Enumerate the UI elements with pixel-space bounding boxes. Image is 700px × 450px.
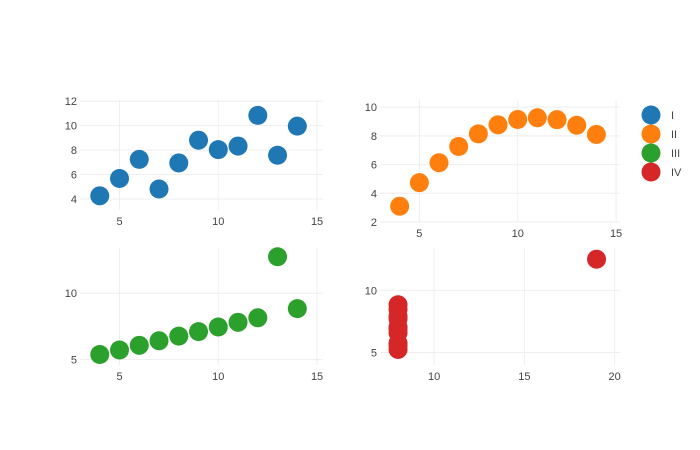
data-point — [228, 136, 248, 156]
y-tick-label: 10 — [65, 288, 77, 300]
data-point — [547, 110, 567, 130]
data-point — [149, 179, 169, 199]
data-point — [110, 340, 130, 360]
data-point — [248, 105, 268, 125]
data-point — [228, 312, 248, 332]
data-point — [527, 108, 547, 128]
data-point — [287, 116, 307, 136]
subplot-III: 5 10 15 5 10 — [65, 247, 323, 383]
data-point — [129, 149, 149, 169]
data-point — [429, 153, 449, 173]
data-point — [208, 140, 228, 160]
data-point — [587, 249, 607, 269]
data-point — [567, 115, 587, 135]
y-tick-label: 6 — [71, 170, 77, 182]
data-point — [268, 247, 288, 267]
data-point — [169, 326, 189, 346]
data-point — [468, 124, 488, 144]
data-point — [488, 115, 508, 135]
data-point — [110, 168, 130, 188]
data-point — [268, 145, 288, 165]
data-point — [409, 173, 429, 193]
y-tick-label: 4 — [371, 188, 377, 200]
subplot-IV: 10 15 20 5 10 — [365, 248, 621, 383]
legend-entry-label: II — [671, 129, 677, 141]
y-tick-label: 10 — [65, 121, 77, 133]
x-tick-label: 10 — [428, 371, 440, 383]
y-tick-label: 6 — [371, 160, 377, 172]
data-point — [169, 153, 189, 173]
x-tick-label: 10 — [512, 228, 524, 240]
x-tick-label: 10 — [212, 216, 224, 228]
data-point — [388, 336, 408, 356]
legend-marker — [641, 105, 661, 125]
y-tick-label: 8 — [371, 131, 377, 143]
x-tick-label: 15 — [311, 371, 323, 383]
data-point — [586, 124, 606, 144]
x-tick-label: 5 — [416, 228, 422, 240]
x-tick-label: 10 — [212, 371, 224, 383]
subplot-I: 5 10 15 4 6 8 10 12 — [65, 96, 323, 228]
y-tick-label: 10 — [365, 285, 377, 297]
data-point — [129, 335, 149, 355]
y-tick-label: 2 — [371, 217, 377, 229]
data-point — [449, 137, 469, 157]
data-point — [189, 130, 209, 150]
data-point — [287, 299, 307, 319]
x-tick-label: 15 — [311, 216, 323, 228]
data-point — [90, 344, 110, 364]
legend-marker — [641, 143, 661, 163]
legend-entry-label: IV — [671, 167, 682, 179]
data-point — [388, 319, 408, 339]
legend-entry-label: III — [671, 148, 680, 160]
data-point — [508, 110, 528, 130]
y-tick-label: 8 — [71, 145, 77, 157]
y-tick-label: 10 — [365, 102, 377, 114]
y-tick-label: 4 — [71, 194, 77, 206]
y-tick-label: 5 — [71, 355, 77, 367]
data-point — [208, 317, 228, 337]
data-point — [149, 331, 169, 351]
legend-marker — [641, 162, 661, 182]
x-tick-label: 15 — [518, 371, 530, 383]
data-point — [90, 186, 110, 206]
subplot-II: 5 10 15 2 4 6 8 10 — [365, 100, 622, 240]
legend-marker — [641, 124, 661, 144]
x-tick-label: 15 — [610, 228, 622, 240]
y-tick-label: 5 — [371, 348, 377, 360]
x-tick-label: 5 — [116, 371, 122, 383]
x-tick-label: 20 — [608, 371, 620, 383]
x-tick-label: 5 — [116, 216, 122, 228]
legend-entry-label: I — [671, 110, 674, 122]
data-point — [189, 322, 209, 342]
data-point — [248, 308, 268, 328]
y-tick-label: 12 — [65, 96, 77, 108]
data-point — [390, 196, 410, 216]
